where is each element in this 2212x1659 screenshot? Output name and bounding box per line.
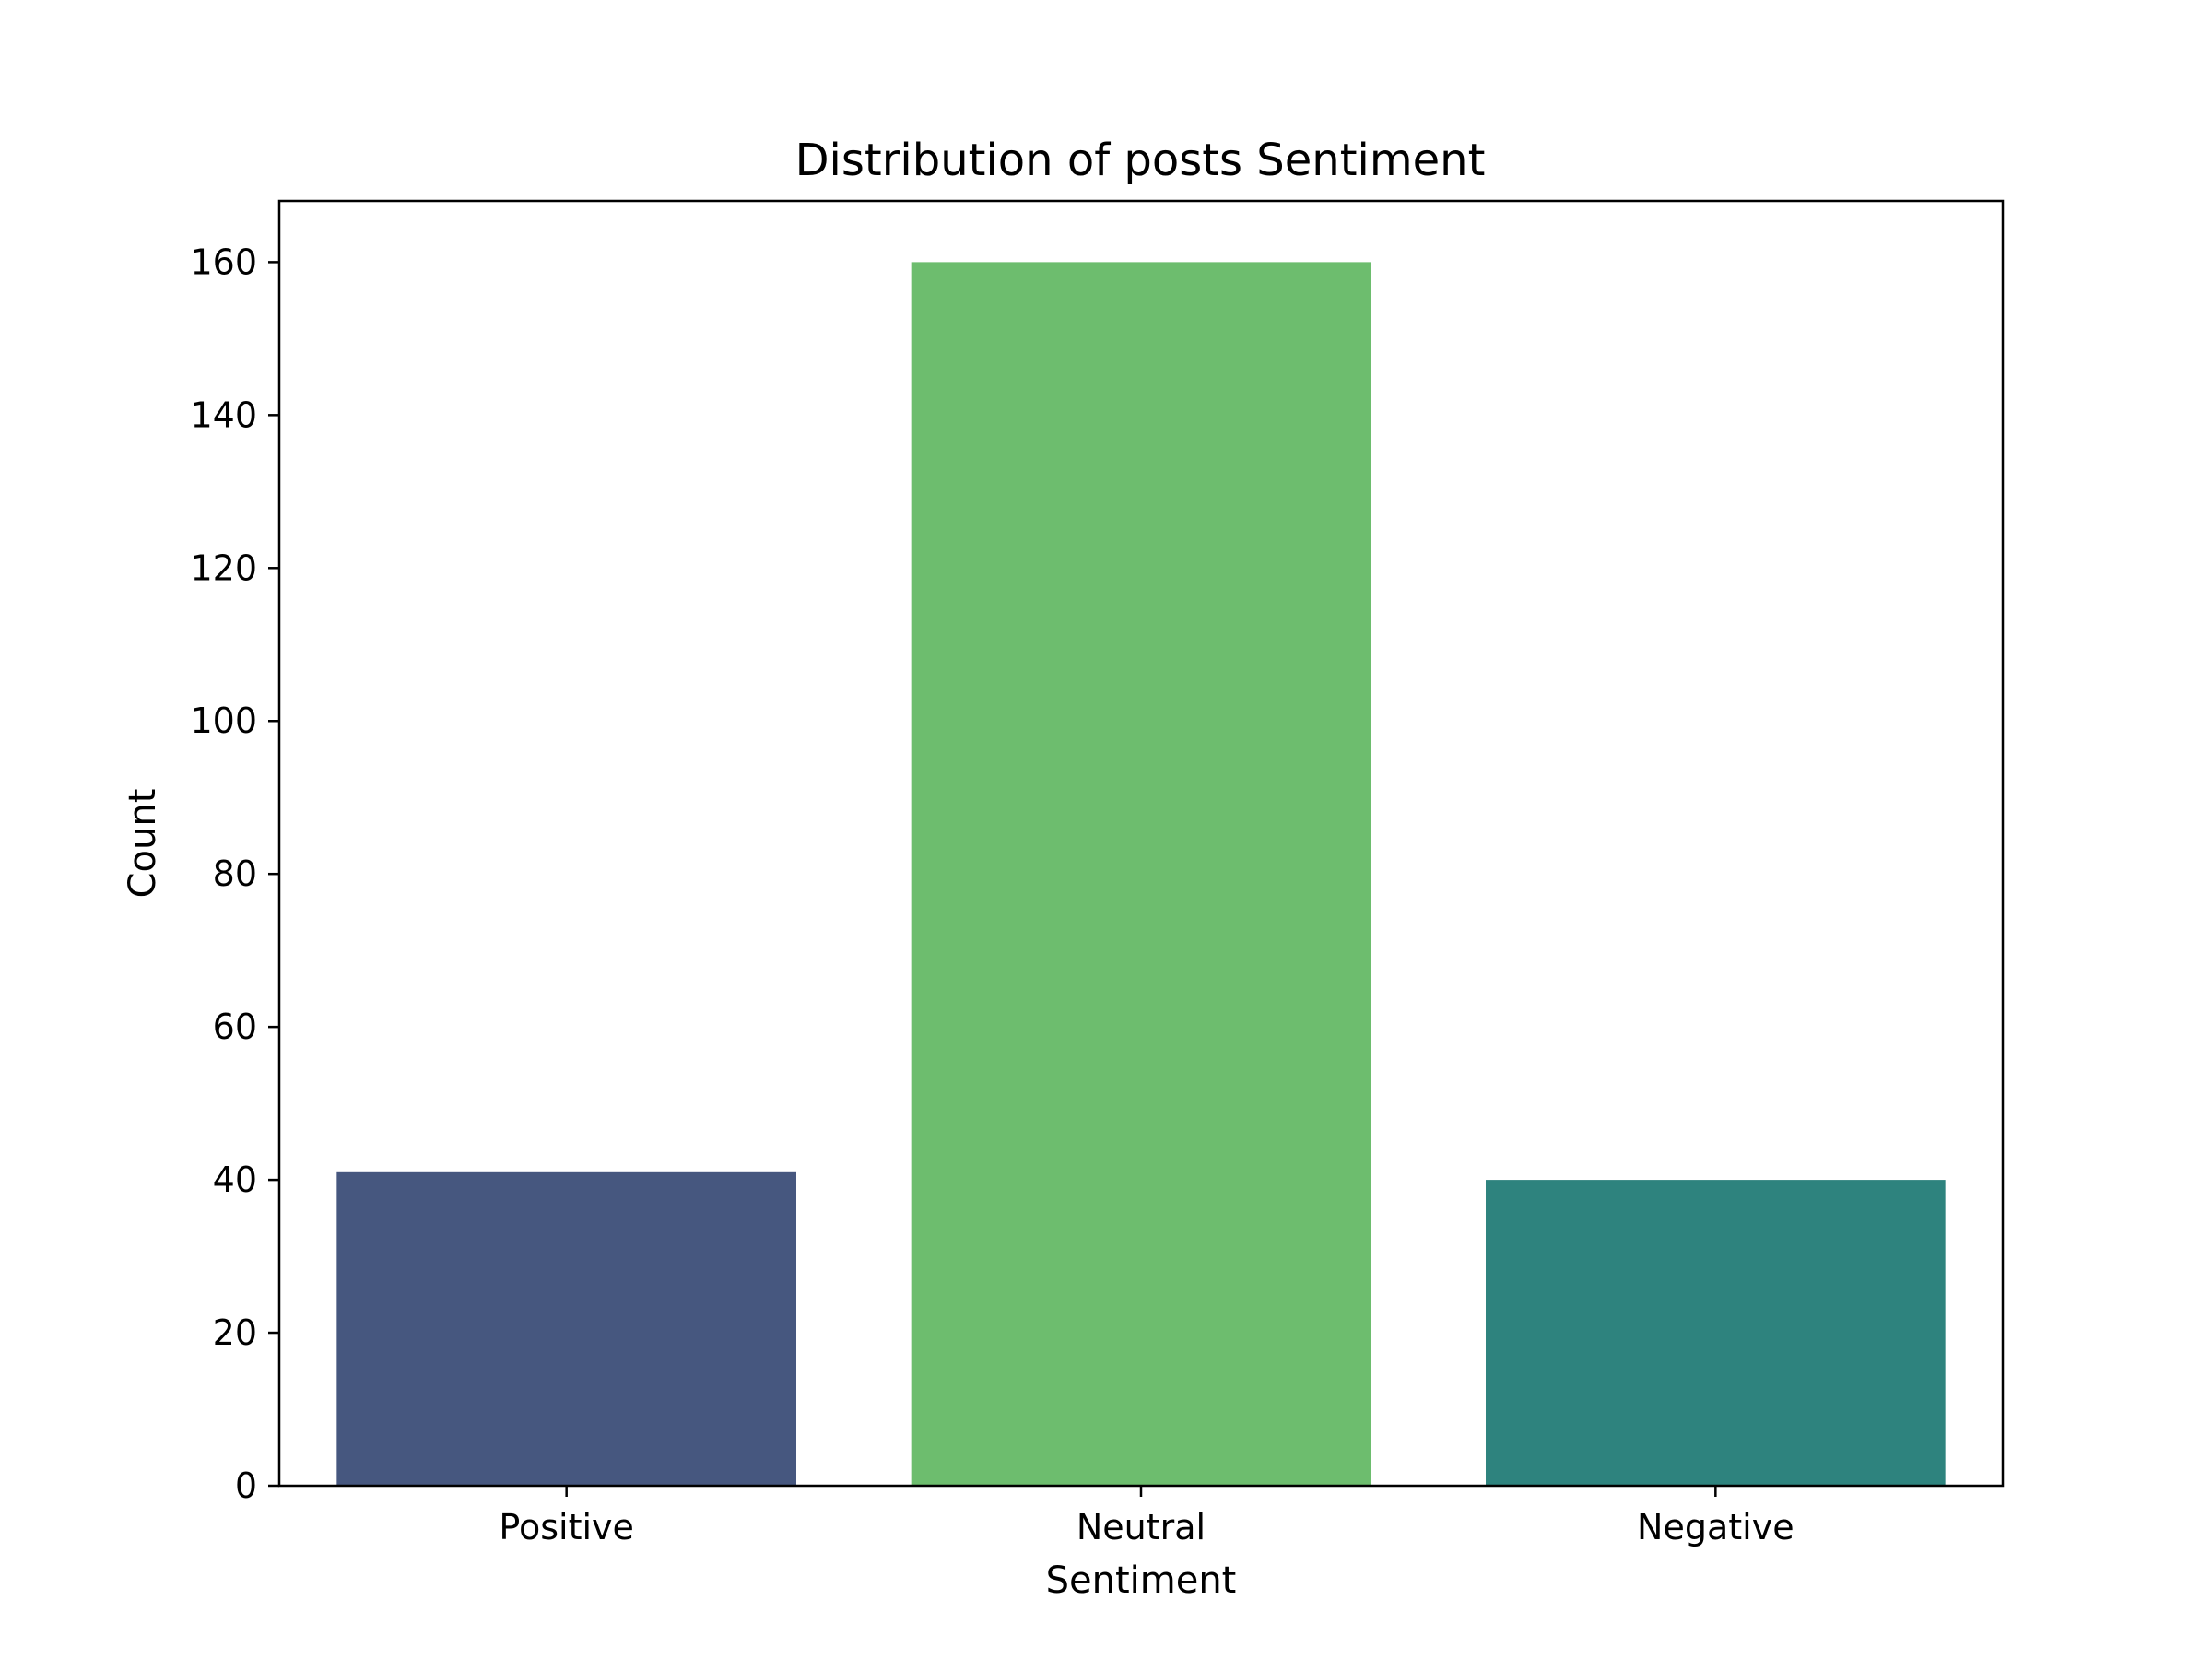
bar-negative xyxy=(1486,1180,1946,1486)
axes-frame xyxy=(277,199,2005,1488)
x-axis: Positive Neutral Negative xyxy=(499,1486,1794,1547)
x-tick-label: Neutral xyxy=(1077,1507,1206,1547)
bars-layer xyxy=(336,262,1946,1486)
y-tick-label: 160 xyxy=(190,241,257,282)
chart-title: Distribution of posts Sentiment xyxy=(795,135,1486,186)
x-tick-label: Positive xyxy=(499,1507,634,1547)
y-tick-label: 140 xyxy=(190,394,257,435)
y-tick-label: 60 xyxy=(213,1006,257,1047)
y-tick-label: 100 xyxy=(190,700,257,741)
x-tick-label: Negative xyxy=(1637,1507,1794,1547)
bar-neutral xyxy=(911,262,1371,1486)
y-tick-label: 0 xyxy=(235,1465,257,1506)
y-tick-label: 120 xyxy=(190,547,257,588)
y-tick-label: 20 xyxy=(213,1312,257,1353)
y-axis: 0 20 40 60 80 100 120 140 160 xyxy=(190,241,279,1506)
y-axis-label: Count xyxy=(122,789,164,899)
bar-positive xyxy=(336,1171,796,1486)
y-tick-label: 40 xyxy=(213,1159,257,1200)
x-axis-label: Sentiment xyxy=(1046,1559,1237,1602)
y-tick-label: 80 xyxy=(213,853,257,894)
